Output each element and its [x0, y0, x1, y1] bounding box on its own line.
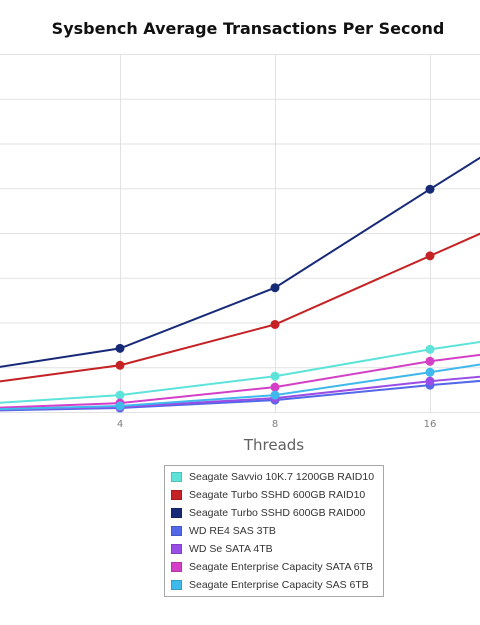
data-point [115, 343, 125, 353]
legend-item[interactable]: Seagate Turbo SSHD 600GB RAID00 [165, 504, 383, 522]
legend-swatch [171, 544, 182, 554]
x-tick-label: 16 [424, 419, 437, 430]
x-axis-title: Threads [243, 436, 305, 454]
chart-title: Sysbench Average Transactions Per Second [51, 19, 445, 38]
legend-item[interactable]: WD Se SATA 4TB [165, 540, 383, 558]
legend-item[interactable]: Seagate Savvio 10K.7 1200GB RAID10 [165, 468, 383, 486]
data-point [270, 390, 280, 400]
legend-swatch [171, 490, 182, 500]
legend-label: Seagate Turbo SSHD 600GB RAID10 [189, 489, 366, 501]
data-point [115, 390, 125, 400]
data-point [425, 356, 435, 366]
data-point [270, 382, 280, 392]
legend-item[interactable]: Seagate Enterprise Capacity SAS 6TB [165, 576, 383, 594]
data-point [425, 184, 435, 194]
x-tick-labels: 4 8 16 [117, 419, 437, 430]
legend-swatch [171, 526, 182, 536]
gridlines [0, 54, 480, 413]
legend-item[interactable]: WD RE4 SAS 3TB [165, 522, 383, 540]
legend-swatch [171, 508, 182, 518]
data-point [270, 283, 280, 293]
legend-label: WD RE4 SAS 3TB [189, 525, 276, 537]
series-line [0, 375, 480, 411]
legend-label: Seagate Enterprise Capacity SATA 6TB [189, 561, 374, 573]
data-point [270, 371, 280, 381]
legend-label: WD Se SATA 4TB [189, 543, 273, 555]
data-point [425, 344, 435, 354]
data-point [115, 360, 125, 370]
data-point [115, 401, 125, 411]
legend-label: Seagate Enterprise Capacity SAS 6TB [189, 579, 369, 591]
legend-label: Seagate Turbo SSHD 600GB RAID00 [189, 507, 366, 519]
data-point [425, 367, 435, 377]
x-tick-label: 8 [272, 419, 278, 430]
series-lines [0, 156, 480, 412]
data-point [270, 319, 280, 329]
series-points [115, 184, 435, 413]
data-point [425, 376, 435, 386]
legend-item[interactable]: Seagate Turbo SSHD 600GB RAID10 [165, 486, 383, 504]
data-point [425, 251, 435, 261]
legend-swatch [171, 580, 182, 590]
legend-swatch [171, 472, 182, 482]
legend-label: Seagate Savvio 10K.7 1200GB RAID10 [189, 471, 375, 483]
legend: Seagate Savvio 10K.7 1200GB RAID10 Seagat… [164, 465, 384, 597]
x-tick-label: 4 [117, 419, 123, 430]
series-line [0, 156, 480, 368]
legend-swatch [171, 562, 182, 572]
legend-item[interactable]: Seagate Enterprise Capacity SATA 6TB [165, 558, 383, 576]
